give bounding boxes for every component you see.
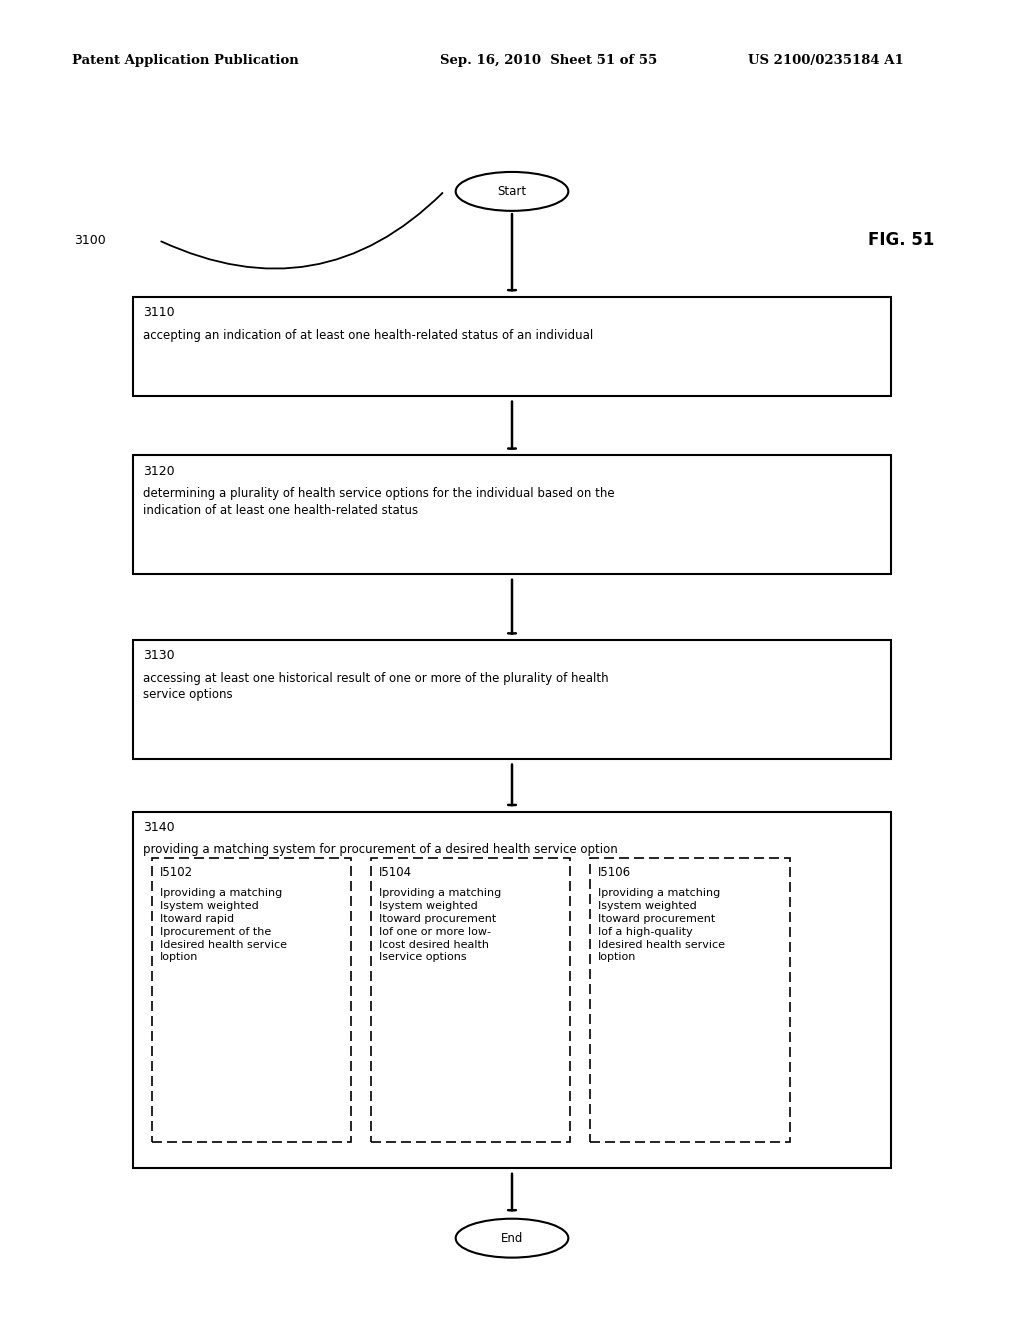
- Text: 3120: 3120: [143, 465, 175, 478]
- Text: Iproviding a matching
Isystem weighted
Itoward rapid
Iprocurement of the
Idesire: Iproviding a matching Isystem weighted I…: [160, 888, 287, 962]
- Text: I5106: I5106: [598, 866, 631, 879]
- Text: accessing at least one historical result of one or more of the plurality of heal: accessing at least one historical result…: [143, 672, 609, 701]
- Text: 3100: 3100: [74, 234, 106, 247]
- Text: FIG. 51: FIG. 51: [868, 231, 934, 249]
- FancyArrowPatch shape: [161, 193, 442, 269]
- Text: 3110: 3110: [143, 306, 175, 319]
- Text: Patent Application Publication: Patent Application Publication: [72, 54, 298, 67]
- Text: 3130: 3130: [143, 649, 175, 663]
- Text: US 2100/0235184 A1: US 2100/0235184 A1: [748, 54, 903, 67]
- Text: End: End: [501, 1232, 523, 1245]
- Text: I5104: I5104: [379, 866, 412, 879]
- Text: determining a plurality of health service options for the individual based on th: determining a plurality of health servic…: [143, 487, 615, 516]
- Text: Sep. 16, 2010  Sheet 51 of 55: Sep. 16, 2010 Sheet 51 of 55: [440, 54, 657, 67]
- Text: I5102: I5102: [160, 866, 193, 879]
- Text: Iproviding a matching
Isystem weighted
Itoward procurement
Iof a high-quality
Id: Iproviding a matching Isystem weighted I…: [598, 888, 725, 962]
- Text: Start: Start: [498, 185, 526, 198]
- Text: Iproviding a matching
Isystem weighted
Itoward procurement
Iof one or more low-
: Iproviding a matching Isystem weighted I…: [379, 888, 501, 962]
- Text: providing a matching system for procurement of a desired health service option: providing a matching system for procurem…: [143, 843, 618, 857]
- Text: 3140: 3140: [143, 821, 175, 834]
- Text: accepting an indication of at least one health-related status of an individual: accepting an indication of at least one …: [143, 329, 594, 342]
